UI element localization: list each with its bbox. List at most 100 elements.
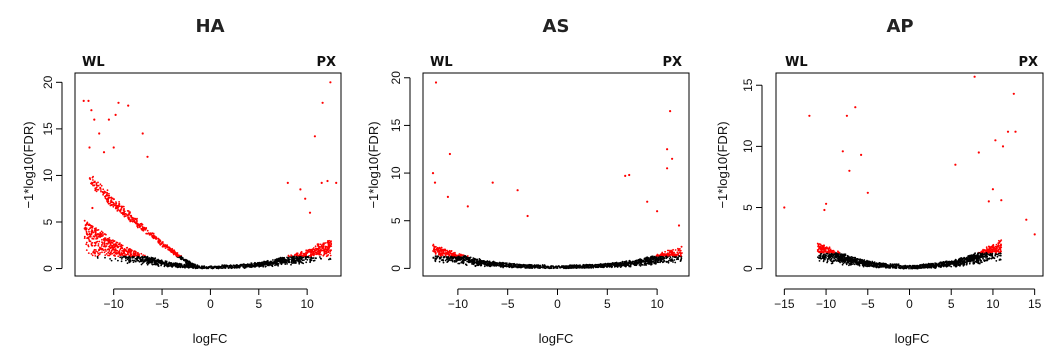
scatter-point <box>621 260 624 263</box>
scatter-point <box>99 247 102 250</box>
scatter-point <box>654 263 657 265</box>
scatter-point <box>127 253 129 256</box>
scatter-point <box>327 249 329 252</box>
scatter-point <box>672 253 674 256</box>
scatter-point <box>145 258 148 260</box>
scatter-point <box>234 266 237 269</box>
scatter-point <box>263 262 265 265</box>
scatter-point <box>295 255 298 258</box>
scatter-point <box>118 243 121 246</box>
scatter-point <box>114 258 117 260</box>
scatter-point <box>141 228 143 231</box>
scatter-point <box>130 251 132 254</box>
scatter-point <box>488 261 491 263</box>
scatter-point <box>436 247 439 250</box>
scatter-point <box>556 267 559 269</box>
y-tick-label: 5 <box>41 218 55 225</box>
scatter-point <box>451 256 454 258</box>
scatter-point <box>292 262 294 264</box>
scatter-point <box>440 248 442 251</box>
scatter-point <box>627 262 630 265</box>
scatter-point <box>115 202 117 205</box>
scatter-point <box>305 261 308 264</box>
scatter-point <box>93 241 96 244</box>
scatter-point <box>91 206 94 210</box>
scatter-point <box>92 251 94 254</box>
scatter-point <box>286 181 289 184</box>
scatter-point <box>121 250 123 252</box>
scatter-point <box>449 259 452 261</box>
scatter-point <box>613 266 616 268</box>
scatter-point <box>998 239 1000 242</box>
corner-label-left: WL <box>82 55 105 70</box>
scatter-point <box>285 259 288 262</box>
scatter-point <box>120 252 123 254</box>
scatter-point <box>303 254 306 257</box>
scatter-point <box>152 237 155 240</box>
scatter-point <box>124 256 126 258</box>
scatter-point <box>97 243 100 245</box>
scatter-point <box>108 194 111 197</box>
scatter-point <box>147 232 150 234</box>
scatter-point <box>537 264 540 266</box>
scatter-point <box>284 258 287 261</box>
scatter-point <box>95 183 98 186</box>
scatter-point <box>316 245 319 247</box>
scatter-point <box>98 249 100 252</box>
scatter-point <box>661 258 664 260</box>
scatter-point <box>324 250 326 253</box>
scatter-point <box>300 254 302 256</box>
scatter-point <box>140 260 143 263</box>
scatter-point <box>632 260 635 263</box>
scatter-point <box>516 189 519 192</box>
scatter-point <box>443 248 446 251</box>
scatter-point <box>90 229 93 232</box>
scatter-point <box>315 251 318 254</box>
x-axis-title: logFC <box>895 331 930 346</box>
scatter-point <box>104 254 107 256</box>
scatter-point <box>160 243 163 246</box>
scatter-point <box>124 213 126 215</box>
scatter-point <box>327 251 330 254</box>
scatter-point <box>489 264 492 266</box>
y-tick-label: 15 <box>389 118 403 132</box>
scatter-point <box>305 254 307 257</box>
scatter-point <box>204 266 207 269</box>
scatter-point <box>482 263 485 265</box>
x-tick-label: −10 <box>448 297 469 311</box>
scatter-point <box>449 252 452 254</box>
scatter-point <box>101 243 103 246</box>
scatter-point <box>495 265 498 267</box>
scatter-point <box>445 256 448 258</box>
scatter-point <box>136 252 139 255</box>
scatter-point <box>146 263 149 266</box>
corner-label-right: PX <box>316 55 336 70</box>
scatter-point <box>538 266 541 269</box>
scatter-point <box>830 262 833 265</box>
scatter-point <box>543 264 546 266</box>
scatter-point <box>562 266 565 269</box>
scatter-point <box>91 244 94 247</box>
scatter-point <box>93 118 96 121</box>
scatter-point <box>598 264 600 267</box>
scatter-point <box>529 267 531 269</box>
scatter-point <box>524 267 527 269</box>
scatter-point <box>616 264 618 267</box>
scatter-point <box>106 200 108 202</box>
scatter-point <box>94 234 97 237</box>
scatter-point <box>87 99 90 102</box>
scatter-point <box>174 262 177 265</box>
scatter-point <box>146 155 149 158</box>
scatter-point <box>106 189 109 192</box>
x-tick-label: 5 <box>604 297 611 311</box>
scatter-point <box>651 261 654 263</box>
scatter-point <box>570 264 573 267</box>
scatter-point <box>105 233 107 236</box>
scatter-point <box>90 226 92 229</box>
scatter-point <box>117 101 120 104</box>
scatter-point <box>125 257 127 260</box>
scatter-point <box>304 258 307 260</box>
scatter-point <box>108 254 111 257</box>
scatter-point <box>104 245 107 248</box>
scatter-point <box>679 248 681 250</box>
